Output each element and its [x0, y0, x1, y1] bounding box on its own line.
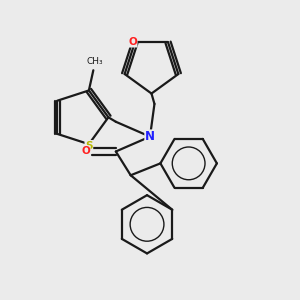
Text: O: O	[128, 37, 137, 47]
Text: N: N	[145, 130, 155, 143]
Text: CH₃: CH₃	[86, 57, 103, 66]
Text: S: S	[85, 141, 93, 151]
Text: O: O	[81, 146, 90, 156]
